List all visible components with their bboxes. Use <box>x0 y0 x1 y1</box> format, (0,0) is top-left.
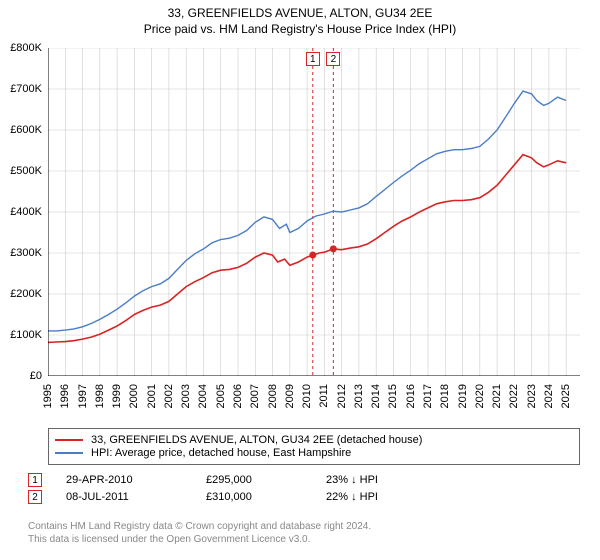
sale-marker-2: 2 <box>326 52 340 66</box>
sale-marker-icon: 2 <box>28 490 42 504</box>
x-tick-label: 2018 <box>439 384 451 408</box>
y-tick-label: £600K <box>10 124 42 136</box>
x-tick-label: 2019 <box>457 384 469 408</box>
x-tick-label: 2001 <box>146 384 158 408</box>
x-tick-label: 2024 <box>543 384 555 408</box>
sale-date: 08-JUL-2011 <box>66 491 206 503</box>
x-tick-label: 2009 <box>284 384 296 408</box>
y-tick-label: £200K <box>10 288 42 300</box>
x-tick-label: 2016 <box>405 384 417 408</box>
sale-row: 2 08-JUL-2011£310,00022% ↓ HPI <box>28 490 580 504</box>
x-tick-label: 2005 <box>215 384 227 408</box>
x-tick-label: 2012 <box>336 384 348 408</box>
sale-marker-icon: 1 <box>28 473 42 487</box>
x-tick-label: 2022 <box>508 384 520 408</box>
footer-line2: This data is licensed under the Open Gov… <box>28 533 371 546</box>
x-tick-label: 2025 <box>560 384 572 408</box>
chart-svg <box>48 48 580 376</box>
x-tick-label: 2013 <box>353 384 365 408</box>
sale-marker-1: 1 <box>306 52 320 66</box>
x-tick-label: 1997 <box>77 384 89 408</box>
chart-subtitle: Price paid vs. HM Land Registry's House … <box>0 22 600 36</box>
x-tick-label: 2004 <box>197 384 209 408</box>
x-tick-label: 2017 <box>422 384 434 408</box>
legend-swatch <box>55 439 83 441</box>
sale-row: 1 29-APR-2010£295,00023% ↓ HPI <box>28 473 580 487</box>
x-tick-label: 2002 <box>163 384 175 408</box>
x-tick-label: 1998 <box>94 384 106 408</box>
x-tick-label: 2023 <box>526 384 538 408</box>
sale-price: £295,000 <box>206 474 326 486</box>
x-tick-label: 2007 <box>249 384 261 408</box>
x-axis-labels: 1995199619971998199920002001200220032004… <box>48 376 580 436</box>
legend: 33, GREENFIELDS AVENUE, ALTON, GU34 2EE … <box>48 428 580 465</box>
sale-date: 29-APR-2010 <box>66 474 206 486</box>
legend-swatch <box>55 452 83 454</box>
sales-block: 1 29-APR-2010£295,00023% ↓ HPI 2 08-JUL-201… <box>28 470 580 507</box>
x-tick-label: 2010 <box>301 384 313 408</box>
x-tick-label: 2011 <box>318 384 330 408</box>
x-tick-label: 1999 <box>111 384 123 408</box>
legend-row: 33, GREENFIELDS AVENUE, ALTON, GU34 2EE … <box>55 434 573 446</box>
y-tick-label: £400K <box>10 206 42 218</box>
footer-line1: Contains HM Land Registry data © Crown c… <box>28 520 371 533</box>
footer: Contains HM Land Registry data © Crown c… <box>28 520 371 546</box>
x-tick-label: 1996 <box>59 384 71 408</box>
x-tick-label: 2015 <box>387 384 399 408</box>
title-block: 33, GREENFIELDS AVENUE, ALTON, GU34 2EE … <box>0 0 600 36</box>
legend-label: 33, GREENFIELDS AVENUE, ALTON, GU34 2EE … <box>91 434 422 446</box>
x-tick-label: 2020 <box>474 384 486 408</box>
sale-delta: 22% ↓ HPI <box>326 491 378 503</box>
y-tick-label: £100K <box>10 329 42 341</box>
x-tick-label: 2008 <box>267 384 279 408</box>
sale-price: £310,000 <box>206 491 326 503</box>
y-tick-label: £700K <box>10 83 42 95</box>
chart-title: 33, GREENFIELDS AVENUE, ALTON, GU34 2EE <box>0 6 600 20</box>
x-tick-label: 2021 <box>491 384 503 408</box>
legend-row: HPI: Average price, detached house, East… <box>55 447 573 459</box>
x-tick-label: 2003 <box>180 384 192 408</box>
y-tick-label: £0 <box>30 370 42 382</box>
y-axis-labels: £0£100K£200K£300K£400K£500K£600K£700K£80… <box>0 48 46 376</box>
x-tick-label: 1995 <box>42 384 54 408</box>
x-tick-label: 2006 <box>232 384 244 408</box>
y-tick-label: £500K <box>10 165 42 177</box>
x-tick-label: 2000 <box>128 384 140 408</box>
y-tick-label: £800K <box>10 42 42 54</box>
x-tick-label: 2014 <box>370 384 382 408</box>
sale-delta: 23% ↓ HPI <box>326 474 378 486</box>
y-tick-label: £300K <box>10 247 42 259</box>
chart-container: 33, GREENFIELDS AVENUE, ALTON, GU34 2EE … <box>0 0 600 560</box>
legend-label: HPI: Average price, detached house, East… <box>91 447 351 459</box>
chart-plot-area <box>48 48 580 376</box>
